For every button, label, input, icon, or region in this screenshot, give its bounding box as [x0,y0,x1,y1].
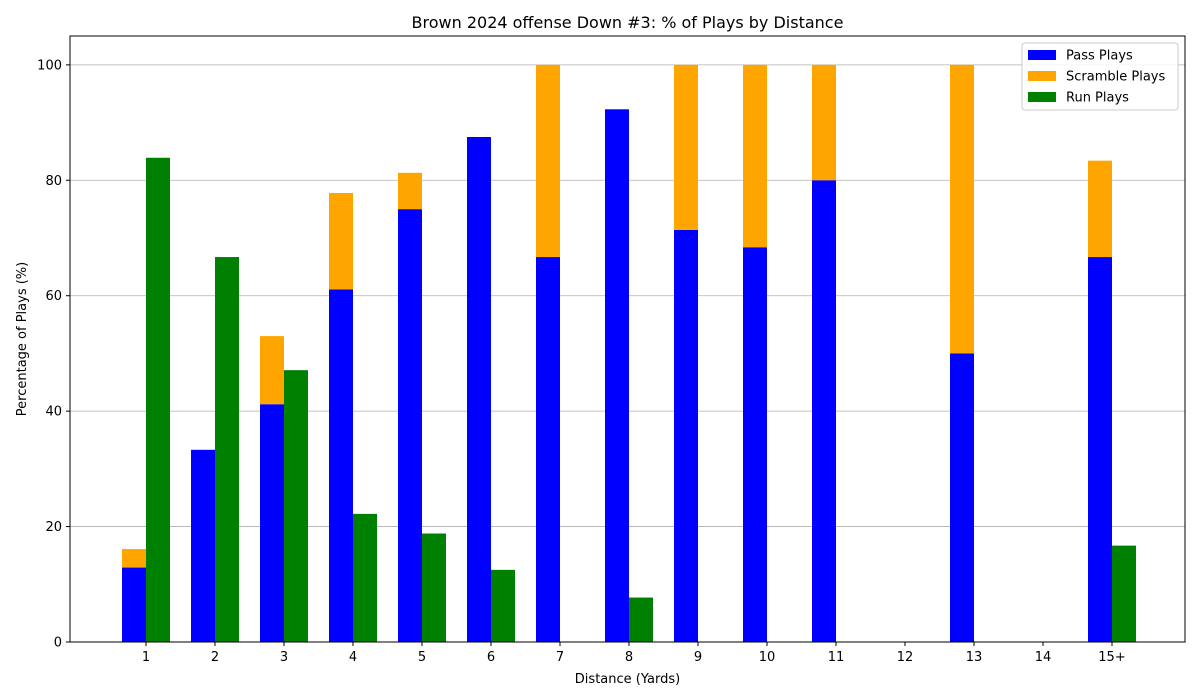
plot-area-frame [69,35,1186,643]
bar-scramble-plays [812,64,836,181]
bar-pass-plays [950,353,974,642]
bar-pass-plays [329,289,353,642]
x-tick-label: 14 [1035,650,1052,665]
bar-pass-plays [467,137,491,642]
x-tick-label: 8 [625,650,633,665]
bar-pass-plays [536,257,560,642]
x-tick-label: 11 [828,650,845,665]
x-tick-label: 4 [349,650,357,665]
bar-pass-plays [1088,257,1112,642]
bar-pass-plays [605,109,629,643]
bar-scramble-plays [1088,160,1112,258]
bar-scramble-plays [674,64,698,230]
x-tick-label: 2 [211,650,219,665]
legend[interactable]: Pass Plays Scramble Plays Run Plays [1021,42,1179,111]
bar-run-plays [215,257,239,642]
bar-scramble-plays [122,549,146,568]
bar-scramble-plays [743,64,767,248]
legend-label: Run Plays [1066,91,1129,106]
bar-run-plays [284,370,308,642]
y-tick-label: 100 [37,58,62,73]
x-axis-label: Distance (Yards) [575,672,680,687]
x-tick-label: 5 [418,650,426,665]
x-axis-ticks: 1 2 3 4 5 6 7 8 9 10 11 12 13 14 15+ [142,642,1126,665]
y-tick-label: 20 [45,520,62,535]
legend-label: Pass Plays [1066,49,1133,64]
x-tick-label: 1 [142,650,150,665]
bar-run-plays [491,569,515,642]
bar-run-plays [1112,545,1136,642]
x-tick-label: 6 [487,650,495,665]
y-axis-ticks: 0 20 40 60 80 100 [37,58,70,651]
bar-pass-plays [674,229,698,643]
bars [122,64,1136,643]
legend-box [1021,42,1179,111]
x-tick-label: 3 [280,650,288,665]
y-tick-label: 60 [45,289,62,304]
bar-pass-plays [260,404,284,642]
legend-swatch [1028,50,1056,60]
bar-pass-plays [812,180,836,643]
legend-label: Scramble Plays [1066,70,1165,85]
y-tick-label: 80 [45,174,62,189]
bar-pass-plays [743,247,767,642]
y-tick-label: 0 [54,636,62,651]
legend-swatch [1028,71,1056,81]
y-tick-label: 40 [45,405,62,420]
legend-swatch [1028,92,1056,102]
bar-run-plays [353,513,377,642]
y-axis-label: Percentage of Plays (%) [15,262,30,416]
bar-pass-plays [398,209,422,642]
x-tick-label: 10 [759,650,776,665]
x-tick-label: 13 [966,650,983,665]
x-tick-label: 7 [556,650,564,665]
bar-scramble-plays [536,64,560,258]
chart-title: Brown 2024 offense Down #3: % of Plays b… [412,13,844,32]
bar-pass-plays [122,567,146,642]
bar-run-plays [146,157,170,642]
bar-run-plays [629,597,653,642]
bar-scramble-plays [950,64,974,354]
bar-run-plays [422,533,446,642]
bar-pass-plays [191,449,215,642]
x-tick-label: 12 [897,650,914,665]
x-tick-label: 9 [694,650,702,665]
bar-scramble-plays [260,336,284,405]
bar-scramble-plays [398,172,422,210]
bar-scramble-plays [329,192,353,290]
x-tick-label: 15+ [1098,650,1125,665]
